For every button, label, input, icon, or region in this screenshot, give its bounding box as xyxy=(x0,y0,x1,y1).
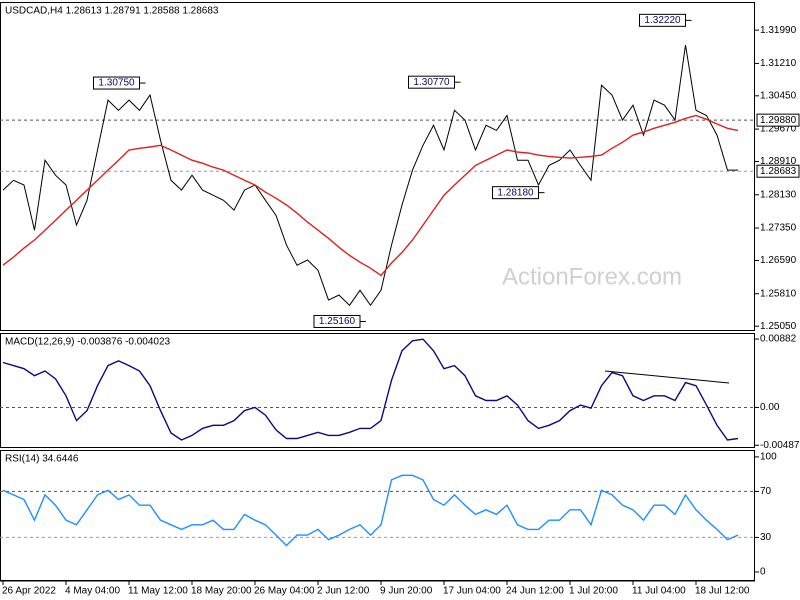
level-label: 1.29880 xyxy=(760,115,797,126)
y-tick-label: 0 xyxy=(760,567,766,578)
annotation-label: 1.25160 xyxy=(319,316,356,327)
x-tick-label: 4 May 04:00 xyxy=(65,586,120,597)
annotation-box xyxy=(313,314,361,328)
y-tick-label: -0.004872 xyxy=(760,440,800,451)
y-tick-label: 1.25050 xyxy=(760,321,797,332)
y-tick-label: 100 xyxy=(760,452,777,463)
annotation-box xyxy=(408,75,455,89)
series-line xyxy=(2,338,739,441)
annotation-label: 1.30770 xyxy=(413,77,450,88)
y-tick-label: 1.29670 xyxy=(760,124,797,135)
series-line xyxy=(2,45,738,307)
x-tick-label: 11 May 12:00 xyxy=(128,586,188,597)
annotation-box xyxy=(93,76,140,90)
y-tick-label: 0.00 xyxy=(760,402,780,413)
annotation-label: 1.32220 xyxy=(644,15,681,26)
x-tick-label: 26 May 04:00 xyxy=(254,586,315,597)
x-tick-label: 11 Jul 04:00 xyxy=(632,586,686,597)
panel-frame xyxy=(0,333,755,448)
annotation-box xyxy=(639,13,686,27)
y-tick-label: 1.30450 xyxy=(760,90,797,101)
annotation-box xyxy=(492,186,539,200)
series-line xyxy=(2,474,739,547)
y-tick-label: 1.25810 xyxy=(760,288,797,299)
y-tick-label: 0.00882 xyxy=(760,334,797,345)
y-tick-label: 30 xyxy=(760,532,772,543)
trend-line xyxy=(604,370,730,384)
series-line xyxy=(2,114,739,277)
x-tick-label: 17 Jun 04:00 xyxy=(443,586,501,597)
panel-title: RSI(14) 34.6446 xyxy=(5,454,79,465)
level-label-box xyxy=(756,164,800,178)
level-label: 1.28683 xyxy=(760,166,797,177)
y-tick-label: 1.31210 xyxy=(760,58,797,69)
x-tick-label: 18 Jul 12:00 xyxy=(695,586,750,597)
y-tick-label: 1.27350 xyxy=(760,223,797,234)
x-tick-label: 18 May 20:00 xyxy=(191,586,252,597)
y-tick-label: 1.28910 xyxy=(760,156,797,167)
x-tick-label: 2 Jun 12:00 xyxy=(317,586,370,597)
y-tick-label: 1.26590 xyxy=(760,255,797,266)
y-tick-label: 1.31990 xyxy=(760,25,797,36)
x-tick-label: 24 Jun 12:00 xyxy=(506,586,564,597)
level-label-box xyxy=(756,113,800,127)
x-tick-label: 26 Apr 2022 xyxy=(2,586,56,597)
y-tick-label: 1.28130 xyxy=(760,189,797,200)
x-tick-label: 9 Jun 20:00 xyxy=(380,586,433,597)
panel-title: USDCAD,H4 1.28613 1.28791 1.28588 1.2868… xyxy=(5,6,219,17)
y-tick-label: 70 xyxy=(760,486,772,497)
annotation-label: 1.28180 xyxy=(497,187,534,198)
panel-title: MACD(12,26,9) -0.003876 -0.004023 xyxy=(5,337,171,348)
annotation-label: 1.30750 xyxy=(98,78,135,89)
x-tick-label: 1 Jul 20:00 xyxy=(569,586,618,597)
panel-frame xyxy=(0,2,755,331)
watermark: ActionForex.com xyxy=(502,263,682,290)
